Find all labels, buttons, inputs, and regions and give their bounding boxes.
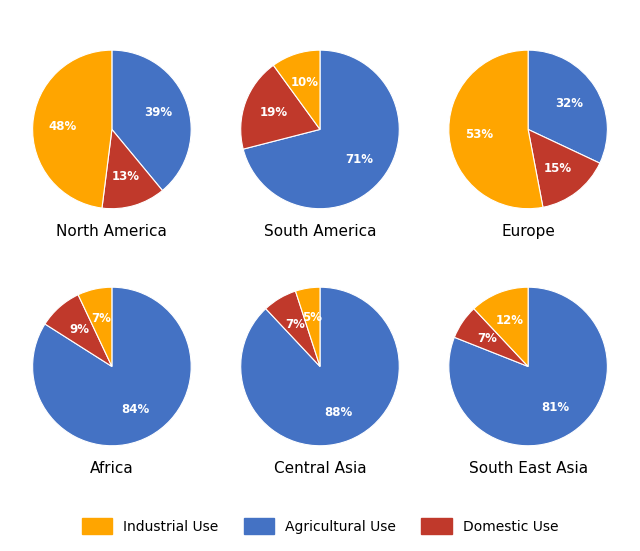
Wedge shape — [273, 50, 320, 129]
Text: 9%: 9% — [69, 323, 90, 336]
Text: 48%: 48% — [49, 120, 77, 133]
Text: 12%: 12% — [496, 314, 524, 327]
Title: South East Asia: South East Asia — [468, 461, 588, 476]
Text: 84%: 84% — [122, 403, 150, 416]
Wedge shape — [241, 65, 320, 149]
Title: Central Asia: Central Asia — [274, 461, 366, 476]
Wedge shape — [33, 50, 112, 208]
Wedge shape — [449, 287, 607, 446]
Legend: Industrial Use, Agricultural Use, Domestic Use: Industrial Use, Agricultural Use, Domest… — [75, 511, 565, 541]
Title: Europe: Europe — [501, 224, 555, 239]
Wedge shape — [243, 50, 399, 209]
Text: 19%: 19% — [260, 106, 288, 119]
Wedge shape — [33, 287, 191, 446]
Text: 10%: 10% — [291, 76, 319, 89]
Text: 88%: 88% — [324, 406, 352, 419]
Text: 7%: 7% — [92, 312, 111, 325]
Text: 39%: 39% — [144, 106, 172, 119]
Text: 71%: 71% — [345, 153, 373, 166]
Wedge shape — [45, 295, 112, 366]
Text: 15%: 15% — [544, 162, 572, 175]
Text: 81%: 81% — [541, 401, 570, 414]
Wedge shape — [449, 50, 543, 209]
Wedge shape — [112, 50, 191, 191]
Title: Africa: Africa — [90, 461, 134, 476]
Wedge shape — [528, 50, 607, 163]
Text: 13%: 13% — [111, 170, 140, 183]
Text: 7%: 7% — [285, 318, 305, 331]
Wedge shape — [102, 129, 163, 209]
Wedge shape — [241, 287, 399, 446]
Wedge shape — [528, 129, 600, 207]
Wedge shape — [296, 287, 320, 366]
Text: 5%: 5% — [302, 311, 323, 325]
Title: North America: North America — [56, 224, 167, 239]
Wedge shape — [266, 291, 320, 366]
Text: 32%: 32% — [556, 96, 584, 110]
Wedge shape — [454, 309, 528, 366]
Text: 7%: 7% — [477, 332, 497, 345]
Wedge shape — [78, 287, 112, 366]
Wedge shape — [474, 287, 528, 366]
Text: 53%: 53% — [465, 127, 493, 141]
Title: South America: South America — [264, 224, 376, 239]
